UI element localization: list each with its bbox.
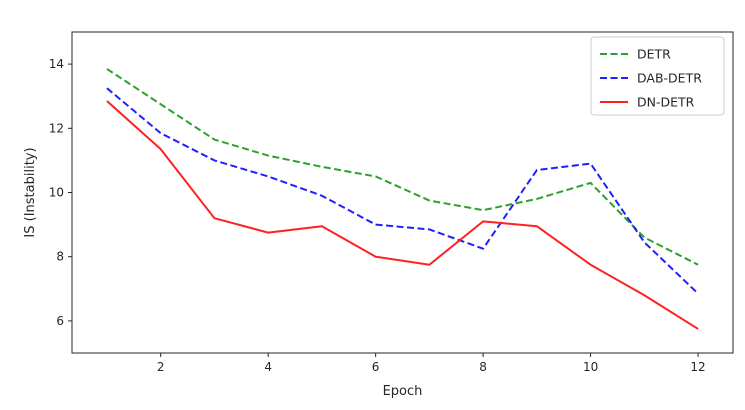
legend: DETR DAB-DETR DN-DETR: [590, 36, 725, 116]
x-tick-label: 2: [157, 360, 165, 374]
y-tick-label: 12: [49, 121, 64, 135]
x-tick-label: 10: [583, 360, 598, 374]
y-axis: 6 8 10 12 14: [49, 57, 72, 328]
y-axis-label: IS (Instability): [23, 147, 38, 237]
y-tick-label: 14: [49, 57, 64, 71]
series-layer: [106, 68, 699, 330]
y-tick-label: 8: [56, 250, 64, 264]
x-axis: 2 4 6 8 10 12: [157, 353, 706, 374]
x-axis-label: Epoch: [383, 384, 423, 399]
series-line-dn-detr: [106, 100, 699, 330]
x-tick-label: 6: [372, 360, 380, 374]
y-tick-label: 10: [49, 186, 64, 200]
legend-label-detr: DETR: [637, 47, 671, 62]
legend-box: [590, 36, 725, 116]
series-line-detr: [106, 68, 699, 266]
x-tick-label: 12: [690, 360, 705, 374]
y-tick-label: 6: [56, 314, 64, 328]
x-tick-label: 4: [264, 360, 272, 374]
series-line-dab-detr: [106, 87, 699, 295]
legend-label-dab-detr: DAB-DETR: [637, 71, 702, 86]
legend-label-dn-detr: DN-DETR: [637, 95, 695, 110]
x-tick-label: 8: [479, 360, 487, 374]
